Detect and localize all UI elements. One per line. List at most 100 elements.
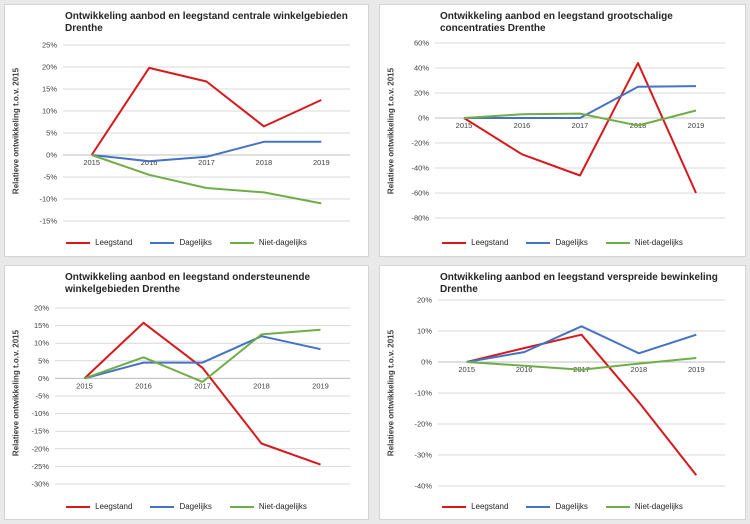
y-tick-label: -5% [44,173,58,182]
legend-swatch [150,505,175,508]
line-chart: 25% 20% 15% 10% 5% 0% -5% -10% -15% 2015 2016 2017 2… [39,41,350,226]
line-chart: 20% 15% 10% 5% 0% -5% -10% -15% -20% -25% -30% 2015… [31,304,350,489]
y-tick-label: -5% [36,392,50,401]
chart-panel-centrale-winkelgebieden: Ontwikkeling aanbod en leegstand central… [4,4,369,257]
legend: Leegstand Dagelijks Niet-dagelijks [380,502,745,511]
legend-item-niet-dagelijks: Niet-dagelijks [605,502,683,511]
y-tick-label: 10% [34,339,49,348]
y-tick-label: -30% [31,480,49,489]
x-tick-label: 2017 [194,381,211,390]
x-tick-label: 2016 [514,121,531,130]
y-tick-label: -10% [31,409,49,418]
legend-label: Niet-dagelijks [258,502,307,511]
legend-item-leegstand: Leegstand [442,238,508,247]
y-tick-label: 10% [417,327,432,336]
series-line-niet-dagelijks [91,154,322,205]
legend-swatch [229,505,254,508]
legend-label: Leegstand [471,502,509,511]
legend-swatch [150,241,175,244]
y-tick-label: 0% [421,358,432,367]
series-line-dagelijks [91,140,322,163]
y-tick-label: -15% [39,217,57,226]
legend-label: Niet-dagelijks [634,502,683,511]
y-tick-label: 0% [418,114,429,123]
series-line-dagelijks [84,335,321,380]
y-tick-label: 0% [46,151,57,160]
series-line-niet-dagelijks [463,109,697,127]
y-tick-label: 20% [42,63,57,72]
y-tick-label: -20% [31,444,49,453]
y-tick-label: 25% [42,41,57,50]
legend-item-dagelijks: Dagelijks [526,238,588,247]
legend-swatch [229,241,254,244]
chart-panel-grootschalige-concentraties: Ontwikkeling aanbod en leegstand grootsc… [379,4,746,257]
x-tick-label: 2015 [456,121,473,130]
legend-item-niet-dagelijks: Niet-dagelijks [229,238,307,247]
y-tick-label: -10% [39,195,57,204]
x-tick-label: 2019 [312,381,329,390]
legend-label: Niet-dagelijks [258,238,307,247]
y-tick-label: 5% [38,356,49,365]
chart-title: Ontwikkeling aanbod en leegstand grootsc… [440,11,673,34]
x-tick-label: 2016 [516,365,533,374]
y-tick-label: -15% [31,427,49,436]
x-tick-label: 2018 [631,365,648,374]
legend-swatch [442,505,467,508]
legend-label: Dagelijks [555,238,588,247]
series-line-leegstand [83,321,321,466]
x-tick-label: 2015 [83,158,100,167]
legend-swatch [526,241,551,244]
y-tick-label: 20% [417,296,432,305]
x-tick-label: 2016 [141,158,158,167]
y-tick-label: 10% [42,107,57,116]
series-line-niet-dagelijks [84,328,321,383]
legend-label: Dagelijks [179,502,212,511]
y-tick-label: 0% [38,374,49,383]
y-tick-label: -30% [414,451,432,460]
legend-swatch [605,505,630,508]
series-line-leegstand [466,333,698,476]
legend-label: Dagelijks [179,238,212,247]
x-tick-label: 2019 [313,158,330,167]
x-tick-label: 2018 [256,158,273,167]
series-line-leegstand [90,66,322,156]
legend-item-niet-dagelijks: Niet-dagelijks [229,502,307,511]
x-tick-label: 2019 [688,365,705,374]
y-tick-label: -40% [411,164,429,173]
x-tick-label: 2017 [198,158,215,167]
legend-label: Niet-dagelijks [634,238,683,247]
y-tick-label: -60% [411,189,429,198]
legend-swatch [66,241,91,244]
y-tick-label: 60% [414,39,429,48]
legend-swatch [442,241,467,244]
legend-label: Leegstand [471,238,509,247]
y-tick-label: 15% [34,321,49,330]
legend-item-leegstand: Leegstand [66,238,132,247]
legend-label: Leegstand [95,502,133,511]
x-tick-label: 2016 [135,381,152,390]
chart-title: Ontwikkeling aanbod en leegstand onderst… [65,272,311,295]
legend-item-leegstand: Leegstand [66,502,132,511]
chart-panel-verspreide-bewinkeling: Ontwikkeling aanbod en leegstand verspre… [379,265,746,520]
legend: Leegstand Dagelijks Niet-dagelijks [380,238,745,247]
x-tick-label: 2015 [76,381,93,390]
y-tick-label: 5% [46,129,57,138]
legend-item-dagelijks: Dagelijks [150,238,212,247]
chart-panel-ondersteunende-winkelgebieden: Ontwikkeling aanbod en leegstand onderst… [4,265,369,520]
x-tick-label: 2019 [688,121,705,130]
y-tick-label: -40% [414,482,432,491]
y-tick-label: -20% [414,420,432,429]
y-tick-label: -80% [411,214,429,223]
legend-swatch [66,505,91,508]
legend-swatch [526,505,551,508]
x-tick-label: 2015 [458,365,475,374]
legend: Leegstand Dagelijks Niet-dagelijks [5,502,368,511]
y-tick-label: 20% [414,89,429,98]
y-tick-label: 20% [34,304,49,313]
series-line-niet-dagelijks [466,357,697,371]
series-line-dagelijks [464,85,697,119]
legend-item-niet-dagelijks: Niet-dagelijks [605,238,683,247]
y-tick-label: 40% [414,64,429,73]
legend-label: Dagelijks [555,502,588,511]
y-tick-label: -10% [414,389,432,398]
